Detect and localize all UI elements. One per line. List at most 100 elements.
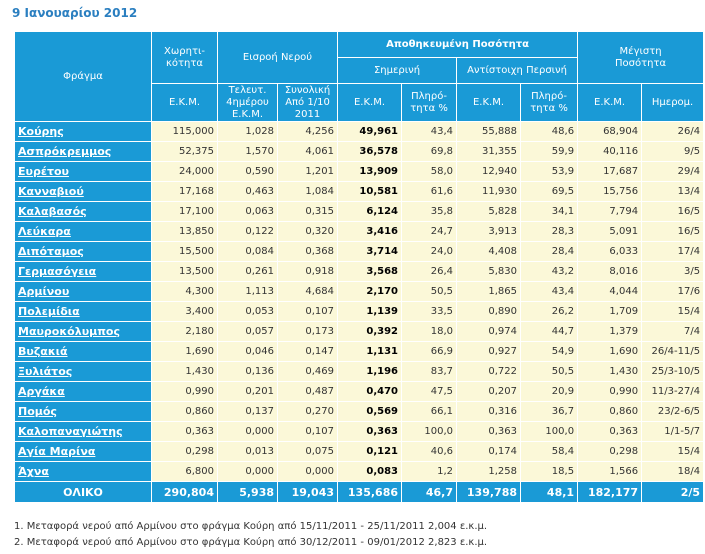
cell-today-fill: 40,6 bbox=[401, 441, 458, 462]
total-today: 135,686 bbox=[337, 481, 403, 503]
cell-inflow-last4: 0,137 bbox=[217, 401, 278, 422]
cell-max-date: 11/3-27/4 bbox=[641, 381, 705, 402]
total-today-fill: 46,7 bbox=[401, 481, 458, 503]
table-row: Καλοπαναγιώτης 0,363 0,000 0,107 0,363 100,0 0… bbox=[14, 421, 705, 442]
cell-inflow-total: 0,320 bbox=[276, 221, 339, 242]
dam-link[interactable]: Μαυροκόλυμπος bbox=[18, 325, 120, 338]
dam-link[interactable]: Ασπρόκρεμμος bbox=[18, 145, 112, 158]
dam-link[interactable]: Ευρέτου bbox=[18, 165, 69, 178]
cell-max-date: 18/4 bbox=[641, 461, 705, 482]
cell-inflow-last4: 0,122 bbox=[217, 221, 278, 242]
total-inflow-total: 19,043 bbox=[276, 481, 339, 503]
dam-name-cell: Αρμίνου bbox=[14, 281, 152, 302]
header-capacity-unit: Ε.Κ.Μ. bbox=[151, 83, 218, 122]
cell-max: 17,687 bbox=[577, 161, 643, 182]
table-row: Καλαβασός 17,100 0,063 0,315 6,124 35,8 5,828 3… bbox=[14, 201, 705, 222]
cell-lastyear: 0,316 bbox=[456, 401, 522, 422]
total-max-date: 2/5 bbox=[641, 481, 705, 503]
cell-capacity: 0,298 bbox=[151, 441, 218, 462]
cell-lastyear-fill: 26,2 bbox=[520, 301, 579, 322]
cell-capacity: 15,500 bbox=[151, 241, 218, 262]
cell-inflow-total: 0,147 bbox=[276, 341, 339, 362]
cell-capacity: 1,430 bbox=[151, 361, 218, 382]
dam-name-cell: Πομός bbox=[14, 401, 152, 422]
cell-today: 13,909 bbox=[337, 161, 403, 182]
cell-max-date: 17/4 bbox=[641, 241, 705, 262]
cell-today: 1,139 bbox=[337, 301, 403, 322]
cell-today: 1,196 bbox=[337, 361, 403, 382]
cell-inflow-total: 0,000 bbox=[276, 461, 339, 482]
header-capacity: Χωρητι-κότητα bbox=[151, 31, 218, 84]
cell-capacity: 1,690 bbox=[151, 341, 218, 362]
header-max-date: Ημερομ. bbox=[641, 83, 705, 122]
cell-capacity: 17,168 bbox=[151, 181, 218, 202]
header-lastyear: Αντίστοιχη Περσινή bbox=[456, 57, 579, 84]
dam-name-cell: Γερμασόγεια bbox=[14, 261, 152, 282]
cell-lastyear-fill: 54,9 bbox=[520, 341, 579, 362]
header-max: Μέγιστη Ποσότητα bbox=[577, 31, 705, 84]
cell-today-fill: 26,4 bbox=[401, 261, 458, 282]
dam-link[interactable]: Καλαβασός bbox=[18, 205, 87, 218]
cell-today-fill: 47,5 bbox=[401, 381, 458, 402]
total-row: ΟΛΙΚΟ 290,804 5,938 19,043 135,686 46,7 … bbox=[14, 481, 705, 503]
footnotes: 1. Μεταφορά νερού από Αρμίνου στο φράγμα… bbox=[14, 519, 487, 551]
dam-link[interactable]: Καλοπαναγιώτης bbox=[18, 425, 123, 438]
dam-storage-table: Φράγμα Χωρητι-κότητα Εισροή Νερού Αποθηκ… bbox=[14, 31, 705, 503]
cell-lastyear: 0,174 bbox=[456, 441, 522, 462]
cell-inflow-total: 0,075 bbox=[276, 441, 339, 462]
dam-link[interactable]: Γερμασόγεια bbox=[18, 265, 97, 278]
dam-link[interactable]: Ξυλιάτος bbox=[18, 365, 73, 378]
cell-max: 40,116 bbox=[577, 141, 643, 162]
dam-link[interactable]: Πομός bbox=[18, 405, 57, 418]
cell-lastyear-fill: 53,9 bbox=[520, 161, 579, 182]
dam-link[interactable]: Πολεμίδια bbox=[18, 305, 80, 318]
dam-name-cell: Κανναβιού bbox=[14, 181, 152, 202]
cell-today-fill: 66,1 bbox=[401, 401, 458, 422]
cell-max-date: 17/6 bbox=[641, 281, 705, 302]
cell-lastyear: 3,913 bbox=[456, 221, 522, 242]
cell-lastyear: 55,888 bbox=[456, 121, 522, 142]
cell-max-date: 9/5 bbox=[641, 141, 705, 162]
cell-lastyear: 0,890 bbox=[456, 301, 522, 322]
dam-name-cell: Ασπρόκρεμμος bbox=[14, 141, 152, 162]
cell-inflow-total: 0,918 bbox=[276, 261, 339, 282]
cell-inflow-total: 0,368 bbox=[276, 241, 339, 262]
cell-today-fill: 35,8 bbox=[401, 201, 458, 222]
dam-link[interactable]: Κούρης bbox=[18, 125, 64, 138]
dam-link[interactable]: Διπόταμος bbox=[18, 245, 84, 258]
cell-today: 0,569 bbox=[337, 401, 403, 422]
cell-today: 0,392 bbox=[337, 321, 403, 342]
cell-today: 0,470 bbox=[337, 381, 403, 402]
dam-name-cell: Μαυροκόλυμπος bbox=[14, 321, 152, 342]
cell-inflow-last4: 0,000 bbox=[217, 461, 278, 482]
cell-capacity: 24,000 bbox=[151, 161, 218, 182]
table-row: Μαυροκόλυμπος 2,180 0,057 0,173 0,392 18,0 0,9… bbox=[14, 321, 705, 342]
cell-inflow-total: 4,684 bbox=[276, 281, 339, 302]
cell-capacity: 115,000 bbox=[151, 121, 218, 142]
dam-link[interactable]: Βυζακιά bbox=[18, 345, 68, 358]
cell-capacity: 2,180 bbox=[151, 321, 218, 342]
total-max: 182,177 bbox=[577, 481, 643, 503]
cell-inflow-last4: 0,201 bbox=[217, 381, 278, 402]
cell-inflow-total: 0,173 bbox=[276, 321, 339, 342]
cell-today-fill: 24,0 bbox=[401, 241, 458, 262]
cell-capacity: 4,300 bbox=[151, 281, 218, 302]
header-today-unit: Ε.Κ.Μ. bbox=[337, 83, 403, 122]
dam-link[interactable]: Αρμίνου bbox=[18, 285, 70, 298]
dam-link[interactable]: Αγία Μαρίνα bbox=[18, 445, 96, 458]
dam-link[interactable]: Αργάκα bbox=[18, 385, 65, 398]
header-inflow-last4: Τελευτ. 4ημέρου Ε.Κ.Μ. bbox=[217, 83, 278, 122]
cell-inflow-total: 0,315 bbox=[276, 201, 339, 222]
dam-link[interactable]: Άχνα bbox=[18, 465, 49, 478]
header-today-fill: Πληρό-τητα % bbox=[401, 83, 458, 122]
cell-today-fill: 18,0 bbox=[401, 321, 458, 342]
cell-lastyear: 1,865 bbox=[456, 281, 522, 302]
cell-max: 7,794 bbox=[577, 201, 643, 222]
dam-link[interactable]: Λεύκαρα bbox=[18, 225, 71, 238]
cell-max-date: 7/4 bbox=[641, 321, 705, 342]
cell-inflow-last4: 0,463 bbox=[217, 181, 278, 202]
cell-lastyear: 0,722 bbox=[456, 361, 522, 382]
table-row: Αρμίνου 4,300 1,113 4,684 2,170 50,5 1,865 43,4… bbox=[14, 281, 705, 302]
dam-link[interactable]: Κανναβιού bbox=[18, 185, 84, 198]
cell-max-date: 26/4 bbox=[641, 121, 705, 142]
